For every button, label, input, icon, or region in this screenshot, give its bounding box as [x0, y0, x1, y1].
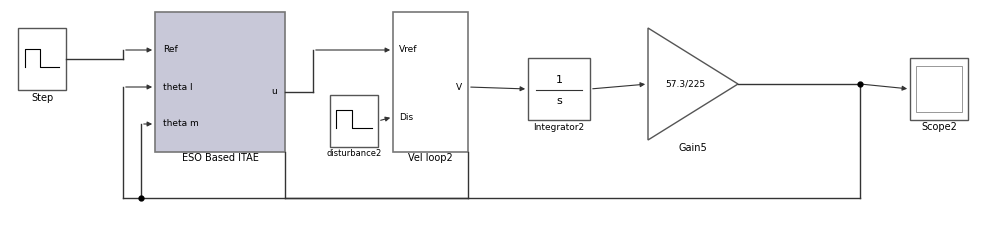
Text: Scope2: Scope2	[921, 122, 957, 132]
Text: 57.3/225: 57.3/225	[666, 80, 706, 89]
Bar	[18, 28, 66, 90]
Text: Integrator2: Integrator2	[533, 123, 585, 131]
Text: disturbance2: disturbance2	[326, 150, 382, 158]
Text: Gain5: Gain5	[679, 143, 707, 153]
Bar	[155, 12, 285, 152]
Text: theta l: theta l	[163, 83, 193, 92]
Bar	[916, 66, 962, 112]
Text: s: s	[556, 96, 562, 106]
Text: Dis: Dis	[399, 113, 413, 122]
Bar	[910, 58, 968, 120]
Text: theta m: theta m	[163, 120, 199, 128]
Polygon shape	[648, 28, 738, 140]
Text: Vref: Vref	[399, 45, 418, 55]
Text: ESO Based ITAE: ESO Based ITAE	[182, 153, 258, 163]
Bar	[330, 95, 378, 147]
Text: V: V	[456, 83, 462, 92]
Text: Step: Step	[31, 93, 53, 103]
Text: u: u	[271, 88, 277, 96]
Text: Ref: Ref	[163, 45, 178, 55]
Text: Vel loop2: Vel loop2	[408, 153, 452, 163]
Text: 1: 1	[556, 75, 562, 85]
Bar	[528, 58, 590, 120]
Bar	[393, 12, 468, 152]
